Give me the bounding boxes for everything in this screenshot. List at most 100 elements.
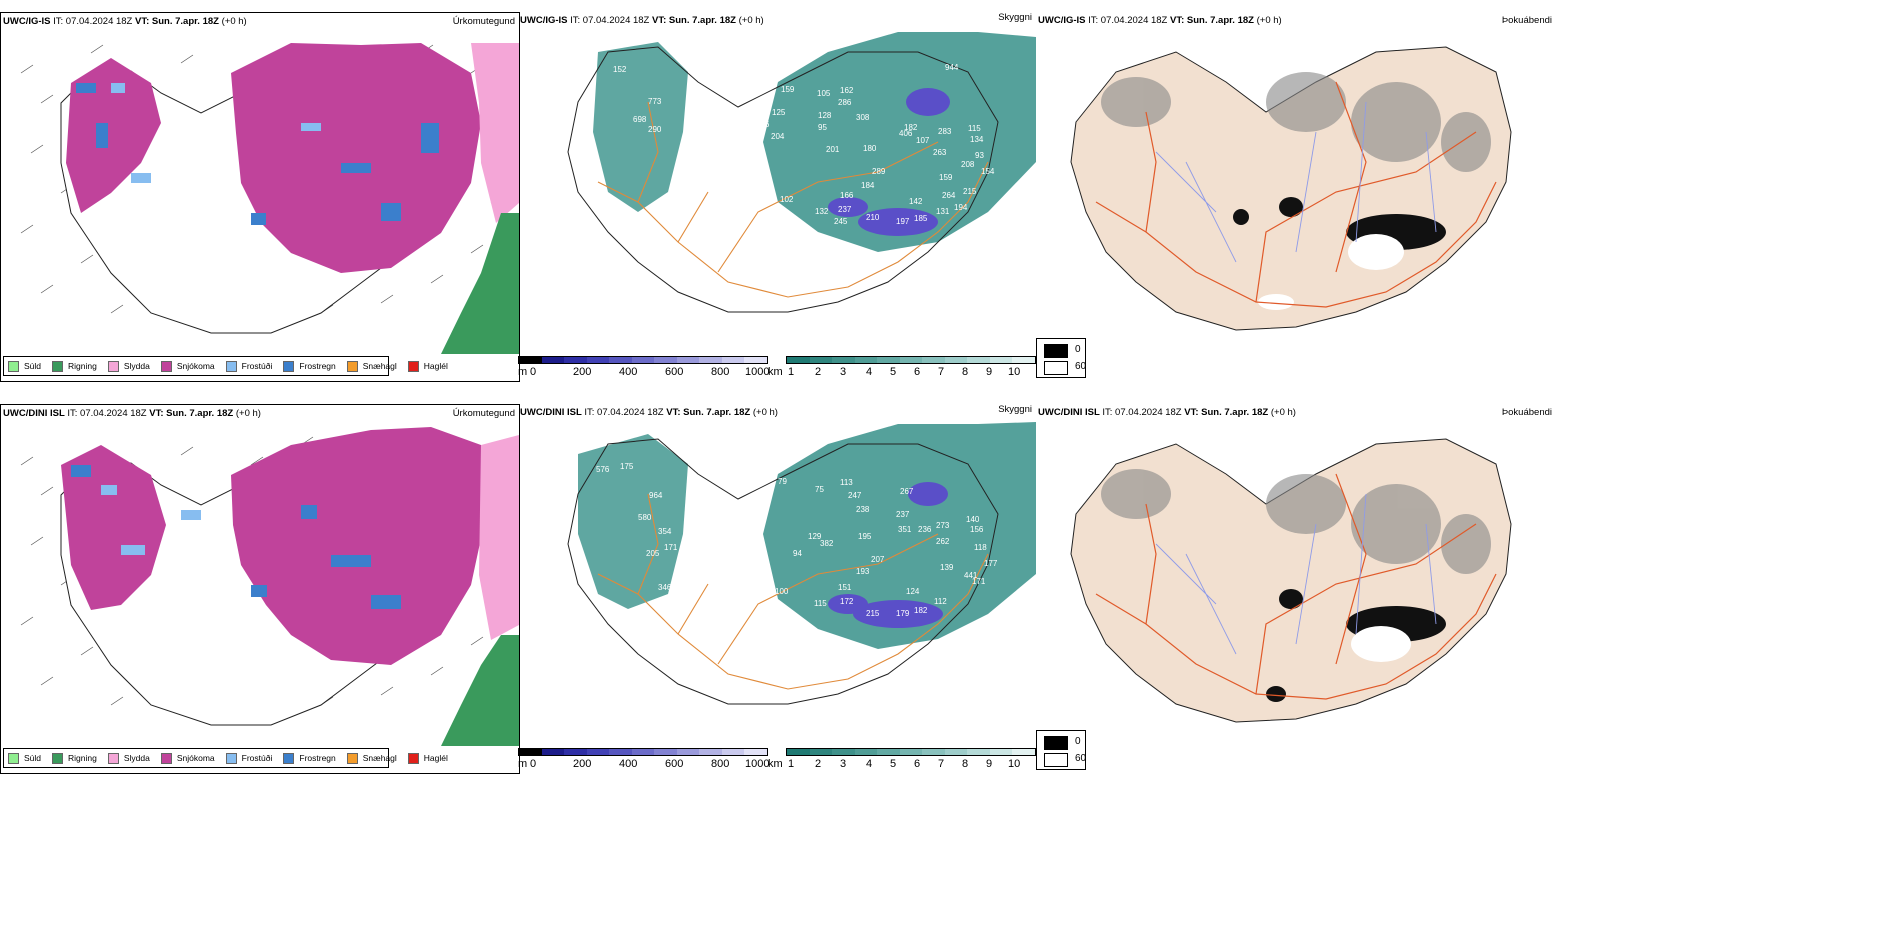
panel-title: Skyggni: [998, 404, 1032, 415]
fog-gray-patches: [1101, 469, 1491, 574]
legend-swatch: [160, 752, 172, 764]
fog-swatch: [1044, 753, 1068, 767]
visibility-labels: 576 175 964 580 354 205 171 346 105 125 …: [596, 462, 998, 618]
legend-swatch: [346, 360, 358, 372]
legend-swatch: [407, 752, 419, 764]
svg-text:215: 215: [963, 187, 977, 196]
svg-text:195: 195: [858, 532, 872, 541]
svg-text:113: 113: [840, 478, 853, 487]
legend-swatch: [283, 752, 295, 764]
roads: [597, 493, 989, 690]
svg-text:131: 131: [936, 207, 950, 216]
visibility-tick: 4: [866, 758, 873, 770]
svg-text:172: 172: [840, 597, 854, 606]
snow-area-west: [61, 445, 166, 610]
visibility-panel-top: UWC/IG-IS IT: 07.04.2024 18Z VT: Sun. 7.…: [518, 12, 1036, 380]
freezing-drizzle-spots: [111, 83, 321, 183]
svg-text:118: 118: [974, 543, 987, 552]
visibility-tick: 2: [815, 758, 822, 770]
svg-text:152: 152: [613, 65, 627, 74]
teal-visibility-area: [763, 422, 1036, 649]
svg-text:184: 184: [861, 181, 875, 190]
svg-text:193: 193: [856, 567, 870, 576]
svg-text:159: 159: [939, 173, 953, 182]
svg-text:129: 129: [808, 532, 822, 541]
svg-text:698: 698: [633, 115, 647, 124]
svg-text:208: 208: [961, 160, 975, 169]
sleet-area: [479, 435, 519, 640]
svg-text:565: 565: [754, 512, 768, 521]
sleet-area: [471, 43, 519, 223]
legend-item: Frostregn: [283, 752, 336, 764]
snow-area-west: [66, 58, 161, 213]
snow-area: [231, 43, 481, 273]
visibility-map-top: 152 773 698 290 119 356 204 125 159 105 …: [567, 32, 1036, 313]
svg-text:406: 406: [899, 129, 913, 138]
panel-header: UWC/IG-IS IT: 07.04.2024 18Z VT: Sun. 7.…: [1038, 15, 1282, 26]
legend-swatch: [346, 752, 358, 764]
visibility-tick: 7: [938, 758, 945, 770]
iceland-outline: [567, 46, 999, 313]
elevation-bar: [518, 356, 768, 364]
visibility-bar: [786, 748, 1036, 756]
legend-item: Súld: [8, 360, 41, 372]
svg-text:204: 204: [771, 132, 785, 141]
visibility-tick: 4: [866, 366, 873, 378]
svg-text:262: 262: [936, 537, 950, 546]
fog-panel-bottom: UWC/DINI ISL IT: 07.04.2024 18Z VT: Sun.…: [1036, 404, 1556, 772]
svg-text:171: 171: [972, 577, 986, 586]
svg-text:119: 119: [728, 123, 741, 132]
visibility-unit: km: [768, 366, 783, 378]
legend-item: Súld: [8, 752, 41, 764]
fog-map-bottom: [1070, 438, 1512, 723]
panel-header: UWC/DINI ISL IT: 07.04.2024 18Z VT: Sun.…: [1038, 407, 1296, 418]
svg-text:205: 205: [646, 549, 660, 558]
fog-gray-patches: [1101, 72, 1491, 172]
svg-text:125: 125: [772, 108, 786, 117]
elevation-unit: m: [518, 758, 528, 770]
visibility-tick: 1: [788, 758, 795, 770]
elevation-bar: [518, 748, 768, 756]
svg-text:207: 207: [871, 555, 885, 564]
legend-swatch: [107, 360, 119, 372]
legend-swatch: [8, 752, 19, 764]
visibility-tick: 8: [962, 366, 969, 378]
svg-text:139: 139: [940, 563, 954, 572]
svg-text:215: 215: [866, 609, 880, 618]
svg-text:142: 142: [909, 197, 923, 206]
panel-title: Úrkomutegund: [452, 408, 515, 419]
legend-item: Snæhagl: [346, 360, 397, 372]
svg-text:128: 128: [818, 111, 832, 120]
svg-text:197: 197: [896, 217, 910, 226]
svg-text:236: 236: [918, 525, 932, 534]
visibility-tick: 6: [914, 366, 921, 378]
visibility-tick: 9: [986, 366, 993, 378]
visibility-colorbar: km 1 2 3 4 5 6 7 8 9 10: [768, 748, 1036, 770]
panel-title: Þokuábendi: [1501, 407, 1552, 418]
svg-text:267: 267: [900, 487, 914, 496]
precip-panel-top: UWC/IG-IS IT: 07.04.2024 18Z VT: Sun. 7.…: [0, 12, 520, 382]
rivers: [1155, 101, 1437, 263]
svg-text:286: 286: [838, 98, 852, 107]
freezing-drizzle-spots: [101, 485, 201, 555]
elevation-tick: 0: [530, 758, 537, 770]
legend-item: Haglél: [407, 752, 448, 764]
high-elevation-spots: [828, 88, 950, 236]
roads: [1095, 473, 1497, 700]
svg-text:264: 264: [942, 191, 956, 200]
svg-text:132: 132: [815, 207, 829, 216]
panel-title: Þokuábendi: [1501, 15, 1552, 26]
visibility-unit: km: [768, 758, 783, 770]
elevation-colorbar: m 0 200 400 600 800 1000: [518, 356, 769, 378]
legend-item: Snjókoma: [160, 360, 215, 372]
legend-item: Snjókoma: [160, 752, 215, 764]
svg-text:175: 175: [620, 462, 634, 471]
elevation-tick: 0: [530, 366, 537, 378]
legend-swatch: [407, 360, 419, 372]
roads: [1095, 81, 1497, 308]
svg-text:185: 185: [914, 214, 928, 223]
teal-visibility-area: [763, 32, 1036, 252]
svg-text:346: 346: [658, 583, 672, 592]
elevation-tick: 800: [711, 366, 730, 378]
svg-text:964: 964: [649, 491, 663, 500]
